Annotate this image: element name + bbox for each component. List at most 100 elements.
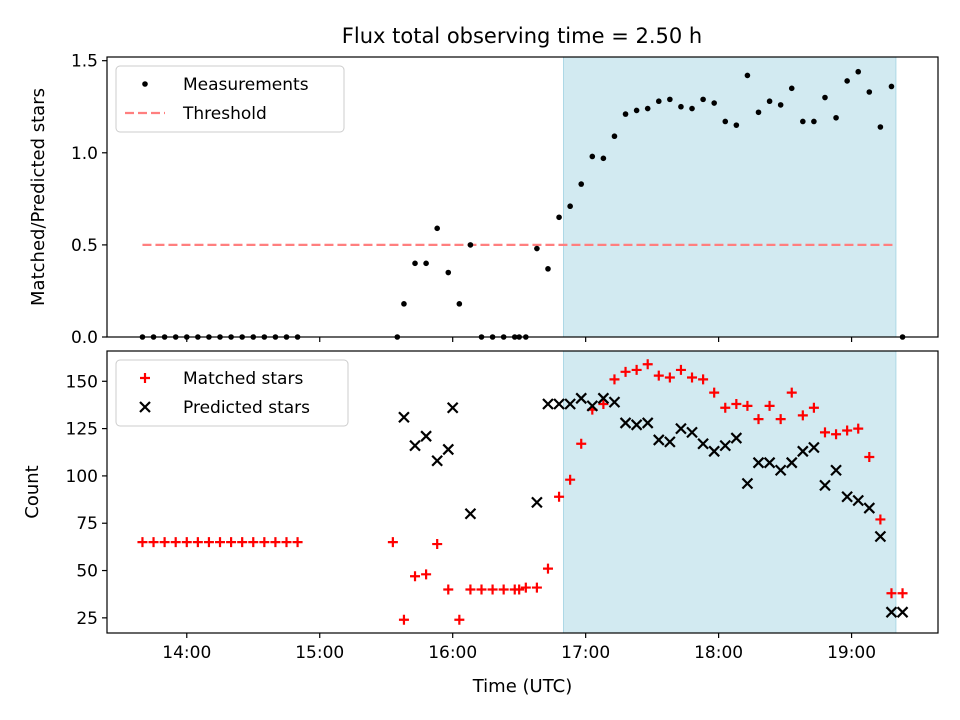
data-point xyxy=(159,537,170,548)
data-point xyxy=(874,530,887,543)
data-point xyxy=(137,537,148,548)
legend-box xyxy=(115,65,345,133)
data-point xyxy=(653,434,665,446)
data-point xyxy=(797,445,809,458)
data-point xyxy=(722,118,729,125)
data-point xyxy=(689,105,695,112)
y-tick-label: 0.5 xyxy=(71,236,98,256)
data-point xyxy=(443,584,454,595)
data-point xyxy=(420,430,432,442)
top-panel: 0.0 0.5 1.0 1.5 Matched/Predicted stars Measu… xyxy=(28,52,939,348)
data-point xyxy=(398,614,409,625)
data-point xyxy=(401,301,407,307)
data-point xyxy=(442,443,455,456)
legend-label: Measurements xyxy=(183,75,309,95)
data-point xyxy=(686,426,698,439)
data-point xyxy=(877,124,884,130)
data-point xyxy=(811,118,817,125)
data-point xyxy=(387,537,398,548)
axes-frame xyxy=(106,56,939,338)
data-point xyxy=(498,584,509,595)
data-point xyxy=(831,429,842,440)
data-point xyxy=(215,537,226,548)
data-point xyxy=(633,107,640,114)
data-point xyxy=(423,260,429,267)
data-point xyxy=(412,260,418,267)
data-point xyxy=(733,122,740,128)
data-point xyxy=(446,402,459,414)
data-point xyxy=(833,114,839,121)
data-point xyxy=(788,85,795,92)
data-point xyxy=(600,155,607,162)
data-point xyxy=(864,451,875,462)
data-point xyxy=(631,364,642,375)
data-point xyxy=(741,477,754,490)
data-point xyxy=(755,109,762,116)
data-point xyxy=(545,266,551,272)
data-point xyxy=(830,464,842,477)
legend-label: Matched stars xyxy=(183,369,303,389)
data-point xyxy=(531,582,542,593)
legend-marker xyxy=(142,81,148,87)
data-point xyxy=(476,584,487,595)
data-point xyxy=(842,425,853,436)
chart-title: Flux total observing time = 2.50 h xyxy=(342,24,702,48)
data-point xyxy=(644,105,651,112)
data-point xyxy=(456,301,463,307)
data-point xyxy=(822,94,828,101)
data-point xyxy=(678,103,684,110)
data-point xyxy=(421,569,432,580)
data-point xyxy=(720,402,731,413)
data-point xyxy=(808,441,820,454)
data-point xyxy=(719,439,732,452)
data-point xyxy=(565,474,576,485)
data-point xyxy=(431,454,443,467)
data-point xyxy=(800,118,806,125)
data-point xyxy=(170,537,181,548)
data-point xyxy=(620,366,631,377)
data-point xyxy=(398,411,410,424)
data-point xyxy=(853,423,864,434)
data-point xyxy=(863,502,876,514)
data-point xyxy=(630,419,643,431)
y-tick-label: 150 xyxy=(66,372,98,392)
data-point xyxy=(597,392,610,405)
legend-marker xyxy=(140,373,150,383)
data-point xyxy=(752,456,765,469)
data-point xyxy=(664,436,676,448)
data-point xyxy=(622,111,629,117)
x-tick-label: 14:00 xyxy=(162,643,211,663)
data-point xyxy=(270,537,281,548)
data-point xyxy=(742,400,753,411)
data-point xyxy=(531,496,543,509)
bottom-panel: 25 50 75 100 125 150 14:00 15:00 16:00 17:00 18:00… xyxy=(22,350,939,697)
y-tick-label: 0.0 xyxy=(71,328,98,348)
data-point xyxy=(844,78,850,84)
data-point xyxy=(744,72,751,79)
data-point xyxy=(819,427,830,438)
data-point xyxy=(432,539,443,550)
y-axis-label: Count xyxy=(22,465,43,518)
data-point xyxy=(642,359,653,370)
data-point xyxy=(667,96,673,103)
data-point xyxy=(465,584,476,595)
data-point xyxy=(467,242,474,248)
data-point xyxy=(896,606,909,618)
data-point xyxy=(148,537,159,548)
data-point xyxy=(687,372,698,383)
data-point xyxy=(711,100,717,106)
legend-label: Predicted stars xyxy=(183,398,310,418)
legend-box xyxy=(115,359,349,427)
data-point xyxy=(855,68,862,75)
data-point xyxy=(609,374,620,385)
data-point xyxy=(885,606,898,618)
data-point xyxy=(698,374,709,385)
y-tick-label: 25 xyxy=(76,609,98,629)
y-tick-label: 75 xyxy=(76,514,98,534)
data-point xyxy=(888,83,895,90)
data-point xyxy=(664,372,675,383)
data-point xyxy=(774,464,787,477)
data-point xyxy=(819,479,831,492)
data-point xyxy=(886,588,897,599)
data-point xyxy=(675,364,686,375)
